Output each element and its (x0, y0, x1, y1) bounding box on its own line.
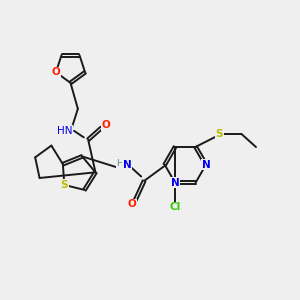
Text: S: S (215, 129, 223, 139)
Text: O: O (101, 120, 110, 130)
Text: H: H (116, 159, 123, 168)
Text: HN: HN (57, 126, 72, 136)
Text: N: N (123, 160, 132, 170)
Text: S: S (61, 180, 68, 190)
Text: N: N (171, 178, 179, 188)
Text: O: O (52, 67, 60, 77)
Text: O: O (128, 200, 137, 209)
Text: N: N (202, 160, 210, 170)
Text: Cl: Cl (169, 202, 181, 212)
